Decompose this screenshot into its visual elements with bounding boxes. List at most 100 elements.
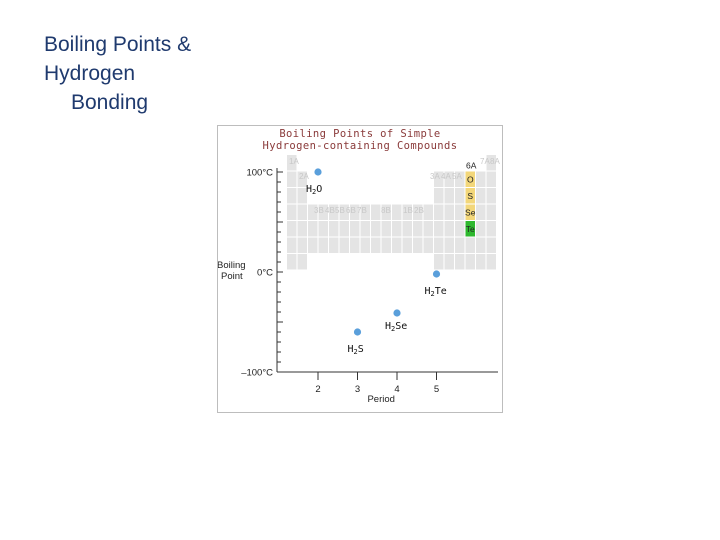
periodic-cell [476, 221, 486, 237]
periodic-cell [455, 204, 465, 220]
y-axis-label-line: Point [221, 271, 243, 282]
group6-cell-te [465, 221, 475, 237]
periodic-cell [297, 171, 307, 187]
periodic-cell [297, 188, 307, 204]
slide-title-line-2: Hydrogen [44, 62, 136, 85]
compound-label-h2o: H2O [306, 184, 322, 196]
group-label: 2B [414, 206, 424, 215]
group-label: 5B [335, 206, 345, 215]
periodic-cell [402, 237, 412, 253]
periodic-cell [444, 188, 454, 204]
periodic-cell [287, 221, 297, 237]
periodic-cell [476, 204, 486, 220]
periodic-cell [350, 204, 360, 220]
y-tick-label: –100°C [241, 368, 273, 379]
periodic-cell [360, 204, 370, 220]
periodic-cell [381, 221, 391, 237]
periodic-cell [297, 254, 307, 270]
group-label: 5A [452, 172, 462, 181]
periodic-cell [350, 221, 360, 237]
group6-label-s: S [467, 191, 473, 201]
group-label: 4B [325, 206, 335, 215]
group-label: 3A [430, 172, 440, 181]
periodic-cell [297, 221, 307, 237]
data-point-s [353, 328, 362, 336]
x-tick-label: 5 [434, 384, 439, 395]
periodic-cell [381, 204, 391, 220]
periodic-cell [402, 204, 412, 220]
periodic-cell [339, 204, 349, 220]
group-label: 8B [381, 206, 391, 215]
periodic-cell [287, 171, 297, 187]
group-label: 1A [289, 157, 299, 166]
periodic-cell [486, 171, 496, 187]
slide-title: Boiling Points & Hydrogen Bonding [44, 30, 304, 117]
periodic-cell [339, 237, 349, 253]
periodic-cell [329, 237, 339, 253]
x-tick-label: 3 [355, 384, 360, 395]
periodic-cell [297, 237, 307, 253]
periodic-cell [392, 221, 402, 237]
periodic-cell [423, 237, 433, 253]
periodic-cell [476, 171, 486, 187]
periodic-cell [444, 171, 454, 187]
x-tick-label: 4 [394, 384, 399, 395]
group-label-6a: 6A [466, 161, 477, 171]
periodic-cell [455, 254, 465, 270]
periodic-cell [476, 237, 486, 253]
periodic-cell [318, 221, 328, 237]
group-label: 4A [441, 172, 451, 181]
periodic-cell [486, 254, 496, 270]
periodic-cell [392, 204, 402, 220]
periodic-cell [455, 221, 465, 237]
periodic-cell [329, 221, 339, 237]
data-point-te [432, 270, 441, 278]
periodic-cell [434, 237, 444, 253]
group6-cell-o [465, 171, 475, 187]
x-tick-label: 2 [315, 384, 320, 395]
periodic-cell [371, 204, 381, 220]
periodic-cell [434, 254, 444, 270]
periodic-cell [423, 221, 433, 237]
group6-label-se: Se [465, 208, 476, 218]
periodic-cell [444, 204, 454, 220]
periodic-cell [308, 237, 318, 253]
periodic-cell [486, 188, 496, 204]
slide-title-line-1: Boiling Points & [44, 33, 192, 56]
boiling-point-chart: O S Se Te 1A 2A 3B 4B 5B 6B 7B 8B 1B 2B 3A 4A 5A 6A 7A 8A Bo… [217, 125, 503, 413]
periodic-cell [381, 237, 391, 253]
periodic-cell [339, 221, 349, 237]
periodic-cell [486, 221, 496, 237]
y-tick-label: 100°C [246, 168, 273, 179]
group6-cell-se [465, 204, 475, 220]
group-label: 6B [346, 206, 356, 215]
group-label: 3B [314, 206, 324, 215]
x-axis-label: Period [367, 394, 394, 405]
periodic-cell [287, 204, 297, 220]
compound-label-h2s: H2S [348, 344, 364, 356]
periodic-cell [413, 221, 423, 237]
group-label: 2A [299, 172, 309, 181]
periodic-cell [360, 221, 370, 237]
periodic-cell [465, 237, 475, 253]
periodic-cell [371, 221, 381, 237]
periodic-cell [434, 188, 444, 204]
group-label: 7A [480, 157, 490, 166]
slide-title-line-3: Bonding [71, 91, 149, 114]
group-label: 7B [357, 206, 367, 215]
periodic-cell [476, 188, 486, 204]
periodic-cell [402, 221, 412, 237]
periodic-cell [455, 188, 465, 204]
periodic-cell [434, 204, 444, 220]
periodic-cell [287, 237, 297, 253]
periodic-cell [486, 204, 496, 220]
periodic-cell [486, 237, 496, 253]
group6-label-o: O [467, 175, 474, 185]
periodic-cell [476, 254, 486, 270]
periodic-cell [413, 204, 423, 220]
periodic-cell [308, 221, 318, 237]
data-point-o [314, 168, 322, 176]
periodic-cell [455, 237, 465, 253]
inset-periodic-table [287, 155, 496, 270]
